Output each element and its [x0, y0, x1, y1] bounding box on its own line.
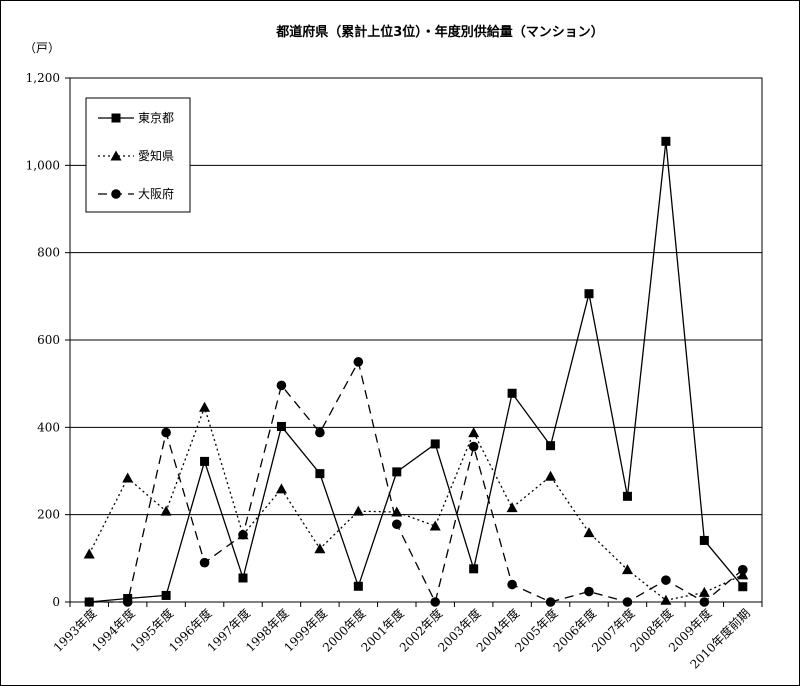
data-point [353, 357, 364, 367]
series-line [89, 141, 744, 603]
data-point [507, 388, 517, 398]
data-point [661, 136, 671, 146]
x-axis-ticks: 1993年度1994年度1995年度1996年度1997年度1998年度1999… [50, 602, 763, 672]
data-point [469, 564, 479, 574]
series-square [84, 136, 748, 607]
data-point [160, 505, 172, 516]
y-tick-label: 600 [37, 333, 60, 347]
data-point [315, 427, 325, 438]
y-tick-label: 1,200 [26, 71, 60, 85]
data-point [314, 543, 326, 554]
series-lines [83, 136, 749, 607]
data-point [275, 483, 287, 494]
data-point [699, 535, 709, 545]
data-point [507, 579, 517, 590]
legend-marker [111, 189, 121, 199]
y-tick-label: 1,000 [26, 158, 60, 172]
y-axis-ticks: 0 200 400 600 800 1,000 1,200 [26, 71, 70, 609]
data-point [545, 597, 556, 607]
legend-box [85, 97, 191, 213]
data-point [276, 421, 286, 431]
data-point [699, 597, 710, 607]
data-point [506, 502, 518, 513]
chart-title: 都道府県（累計上位3位）・年度別供給量（マンション） [275, 24, 604, 40]
data-point [622, 597, 633, 607]
data-point [698, 586, 710, 597]
data-point [238, 529, 248, 540]
data-point [661, 575, 671, 585]
data-point [353, 581, 363, 591]
data-point [84, 597, 95, 607]
legend-label: 愛知県 [138, 149, 174, 163]
data-point [200, 456, 210, 466]
data-point [737, 564, 748, 575]
data-point [122, 597, 133, 607]
data-point [161, 427, 171, 438]
data-point [583, 527, 595, 538]
legend-label: 東京都 [138, 111, 174, 125]
data-point [468, 427, 480, 438]
series-circle [84, 357, 748, 607]
data-point [352, 505, 364, 516]
data-point [584, 586, 594, 597]
data-point [468, 441, 479, 452]
data-point [545, 470, 557, 481]
y-tick-label: 0 [52, 595, 60, 609]
data-point [622, 491, 632, 501]
data-point [430, 597, 441, 607]
legend-marker [110, 150, 122, 161]
data-point [199, 557, 210, 568]
y-tick-label: 400 [37, 420, 60, 434]
data-point [238, 573, 248, 583]
data-point [621, 564, 633, 575]
y-axis-unit-label: （戸） [24, 41, 60, 55]
data-point [660, 594, 672, 605]
y-tick-label: 200 [37, 508, 60, 522]
data-point [161, 590, 171, 600]
series-line [89, 360, 744, 604]
data-point [122, 472, 134, 483]
data-point [546, 441, 556, 451]
data-point [429, 520, 441, 531]
data-point [391, 519, 402, 530]
series-triangle [83, 401, 749, 605]
data-point [738, 582, 748, 592]
data-point [276, 380, 287, 391]
data-point [584, 289, 594, 299]
y-tick-label: 800 [37, 246, 60, 260]
data-point [430, 439, 440, 449]
data-point [199, 401, 211, 412]
data-point [315, 469, 325, 479]
data-point [392, 467, 402, 477]
legend-label: 大阪府 [138, 186, 174, 201]
legend-marker [111, 113, 121, 123]
data-point [83, 548, 95, 559]
